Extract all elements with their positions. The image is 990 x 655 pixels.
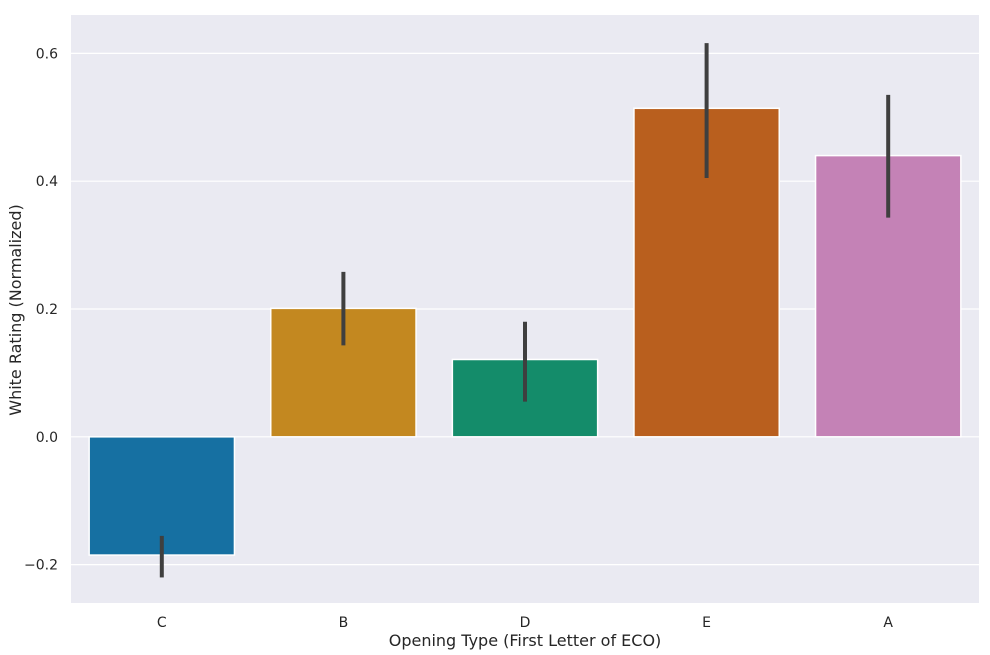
y-axis-label: White Rating (Normalized) xyxy=(6,204,25,416)
x-axis-label: Opening Type (First Letter of ECO) xyxy=(389,631,662,650)
x-tick-label: A xyxy=(883,615,893,631)
x-tick-label: C xyxy=(157,615,167,631)
bar-E xyxy=(633,107,780,438)
y-tick-labels: −0.2 0.0 0.2 0.4 0.6 xyxy=(24,46,58,573)
y-tick-label: 0.6 xyxy=(36,46,58,62)
y-tick-label: 0.2 xyxy=(36,302,58,318)
y-tick-label: −0.2 xyxy=(24,558,58,574)
y-tick-label: 0.0 xyxy=(36,430,58,446)
y-tick-label: 0.4 xyxy=(36,174,58,190)
bar-C xyxy=(88,436,236,556)
x-tick-label: D xyxy=(520,615,531,631)
error-bars xyxy=(159,43,891,578)
x-tick-label: B xyxy=(339,615,349,631)
x-tick-label: E xyxy=(702,615,711,631)
